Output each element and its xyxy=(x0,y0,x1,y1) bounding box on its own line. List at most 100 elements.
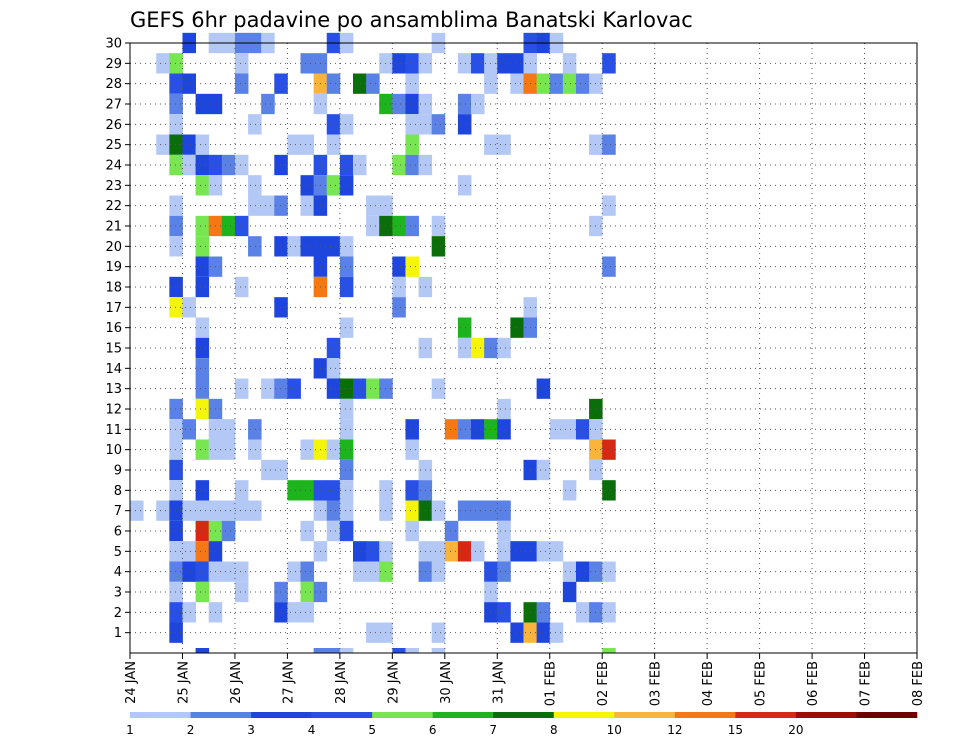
y-tick-label: 3 xyxy=(114,586,122,601)
heatmap-cell xyxy=(392,297,406,318)
dotted-gridlines xyxy=(130,43,917,653)
heatmap-cell xyxy=(261,459,275,481)
heatmap-cell xyxy=(392,215,406,237)
heatmap-cell xyxy=(248,195,262,216)
heatmap-cell xyxy=(274,236,288,257)
heatmap-cell xyxy=(156,53,170,74)
heatmap-cell xyxy=(248,114,262,135)
heatmap-cell xyxy=(195,480,210,501)
heatmap-cell xyxy=(195,561,210,582)
heatmap-cell xyxy=(169,500,183,521)
y-tick-label: 24 xyxy=(105,159,122,174)
heatmap-cell xyxy=(300,602,315,623)
heatmap-cell xyxy=(287,236,301,257)
heatmap-cell xyxy=(405,480,419,501)
heatmap-cell xyxy=(169,297,183,318)
heatmap-cell xyxy=(234,378,249,399)
heatmap-cell xyxy=(392,648,406,653)
heatmap-cell xyxy=(261,378,275,399)
colorbar-label: 10 xyxy=(607,723,622,737)
heatmap-cell xyxy=(234,276,249,298)
y-tick-label: 4 xyxy=(114,565,122,580)
heatmap-cell xyxy=(195,648,210,653)
heatmap-cell xyxy=(287,561,301,582)
heatmap-cell xyxy=(536,73,551,94)
heatmap-cell xyxy=(195,154,210,176)
heatmap-cell xyxy=(562,581,577,603)
heatmap-cell xyxy=(431,541,446,562)
heatmap-cell xyxy=(274,581,288,603)
heatmap-cell xyxy=(195,317,210,338)
heatmap-cell xyxy=(497,419,511,440)
y-axis: 1234567891011121314151617181920212223242… xyxy=(105,37,130,641)
heatmap-cell xyxy=(392,154,406,176)
heatmap-cell xyxy=(182,73,196,94)
y-tick-label: 12 xyxy=(105,403,122,418)
heatmap-cell xyxy=(471,93,485,115)
x-tick-label: 05 FEB xyxy=(754,661,769,706)
heatmap-cell xyxy=(562,480,577,501)
colorbar-swatch xyxy=(735,712,797,718)
heatmap-cell xyxy=(195,439,210,460)
heatmap-cell xyxy=(274,73,288,94)
heatmap-cell xyxy=(300,134,315,155)
heatmap-cell xyxy=(444,541,459,562)
heatmap-cell xyxy=(575,419,590,440)
heatmap-cell xyxy=(339,520,354,542)
colorbar-swatch xyxy=(311,712,373,718)
heatmap-cell xyxy=(300,175,315,196)
y-tick-label: 5 xyxy=(114,545,122,560)
heatmap-cell xyxy=(602,256,616,277)
x-tick-label: 01 FEB xyxy=(544,661,559,706)
heatmap-cell xyxy=(287,134,301,155)
heatmap-cell xyxy=(392,276,406,298)
heatmap-cell xyxy=(366,622,380,643)
colorbar-label: 3 xyxy=(247,723,255,737)
heatmap-cell xyxy=(457,53,472,74)
heatmap-cell xyxy=(602,480,616,501)
heatmap-cell xyxy=(339,317,354,338)
colorbar-swatch xyxy=(614,712,676,718)
heatmap-cell xyxy=(274,195,288,216)
x-tick-label: 03 FEB xyxy=(649,661,664,706)
heatmap-cell xyxy=(339,648,354,653)
heatmap-cell xyxy=(497,337,511,359)
y-tick-label: 7 xyxy=(114,504,122,519)
colorbar-swatch xyxy=(251,712,312,718)
heatmap-cell xyxy=(313,648,328,653)
heatmap-cell xyxy=(497,541,511,562)
heatmap-cell xyxy=(234,480,249,501)
heatmap-cell xyxy=(471,53,485,74)
heatmap-cell xyxy=(562,419,577,440)
y-tick-label: 11 xyxy=(105,423,122,438)
heatmap-cell xyxy=(405,520,419,542)
heatmap-cell xyxy=(182,297,196,318)
y-tick-label: 15 xyxy=(105,342,122,357)
heatmap-cell xyxy=(457,419,472,440)
colorbar-label: 5 xyxy=(368,723,376,737)
heatmap-cell xyxy=(169,561,183,582)
heatmap-cell xyxy=(602,439,616,460)
heatmap-cell xyxy=(300,236,315,257)
heatmap-cell xyxy=(182,154,196,176)
heatmap-cell xyxy=(339,439,354,460)
colorbar-swatch xyxy=(190,712,252,718)
heatmap-cell xyxy=(431,561,446,582)
heatmap-cell xyxy=(169,419,183,440)
heatmap-cell xyxy=(169,602,183,623)
heatmap-cell xyxy=(274,378,288,399)
heatmap-cell xyxy=(234,215,249,237)
heatmap-cell xyxy=(549,541,564,562)
heatmap-cell xyxy=(261,195,275,216)
heatmap-cell xyxy=(497,398,511,420)
heatmap-cell xyxy=(510,317,524,338)
heatmap-cell xyxy=(431,215,446,237)
x-tick-label: 30 JAN xyxy=(439,661,454,704)
heatmap-cell xyxy=(300,480,315,501)
heatmap-cell xyxy=(234,53,249,74)
colorbar-swatch xyxy=(130,712,191,718)
y-tick-label: 22 xyxy=(105,199,122,214)
colorbar-swatch xyxy=(856,712,918,718)
heatmap-cell xyxy=(195,541,210,562)
heatmap-cell xyxy=(471,337,485,359)
